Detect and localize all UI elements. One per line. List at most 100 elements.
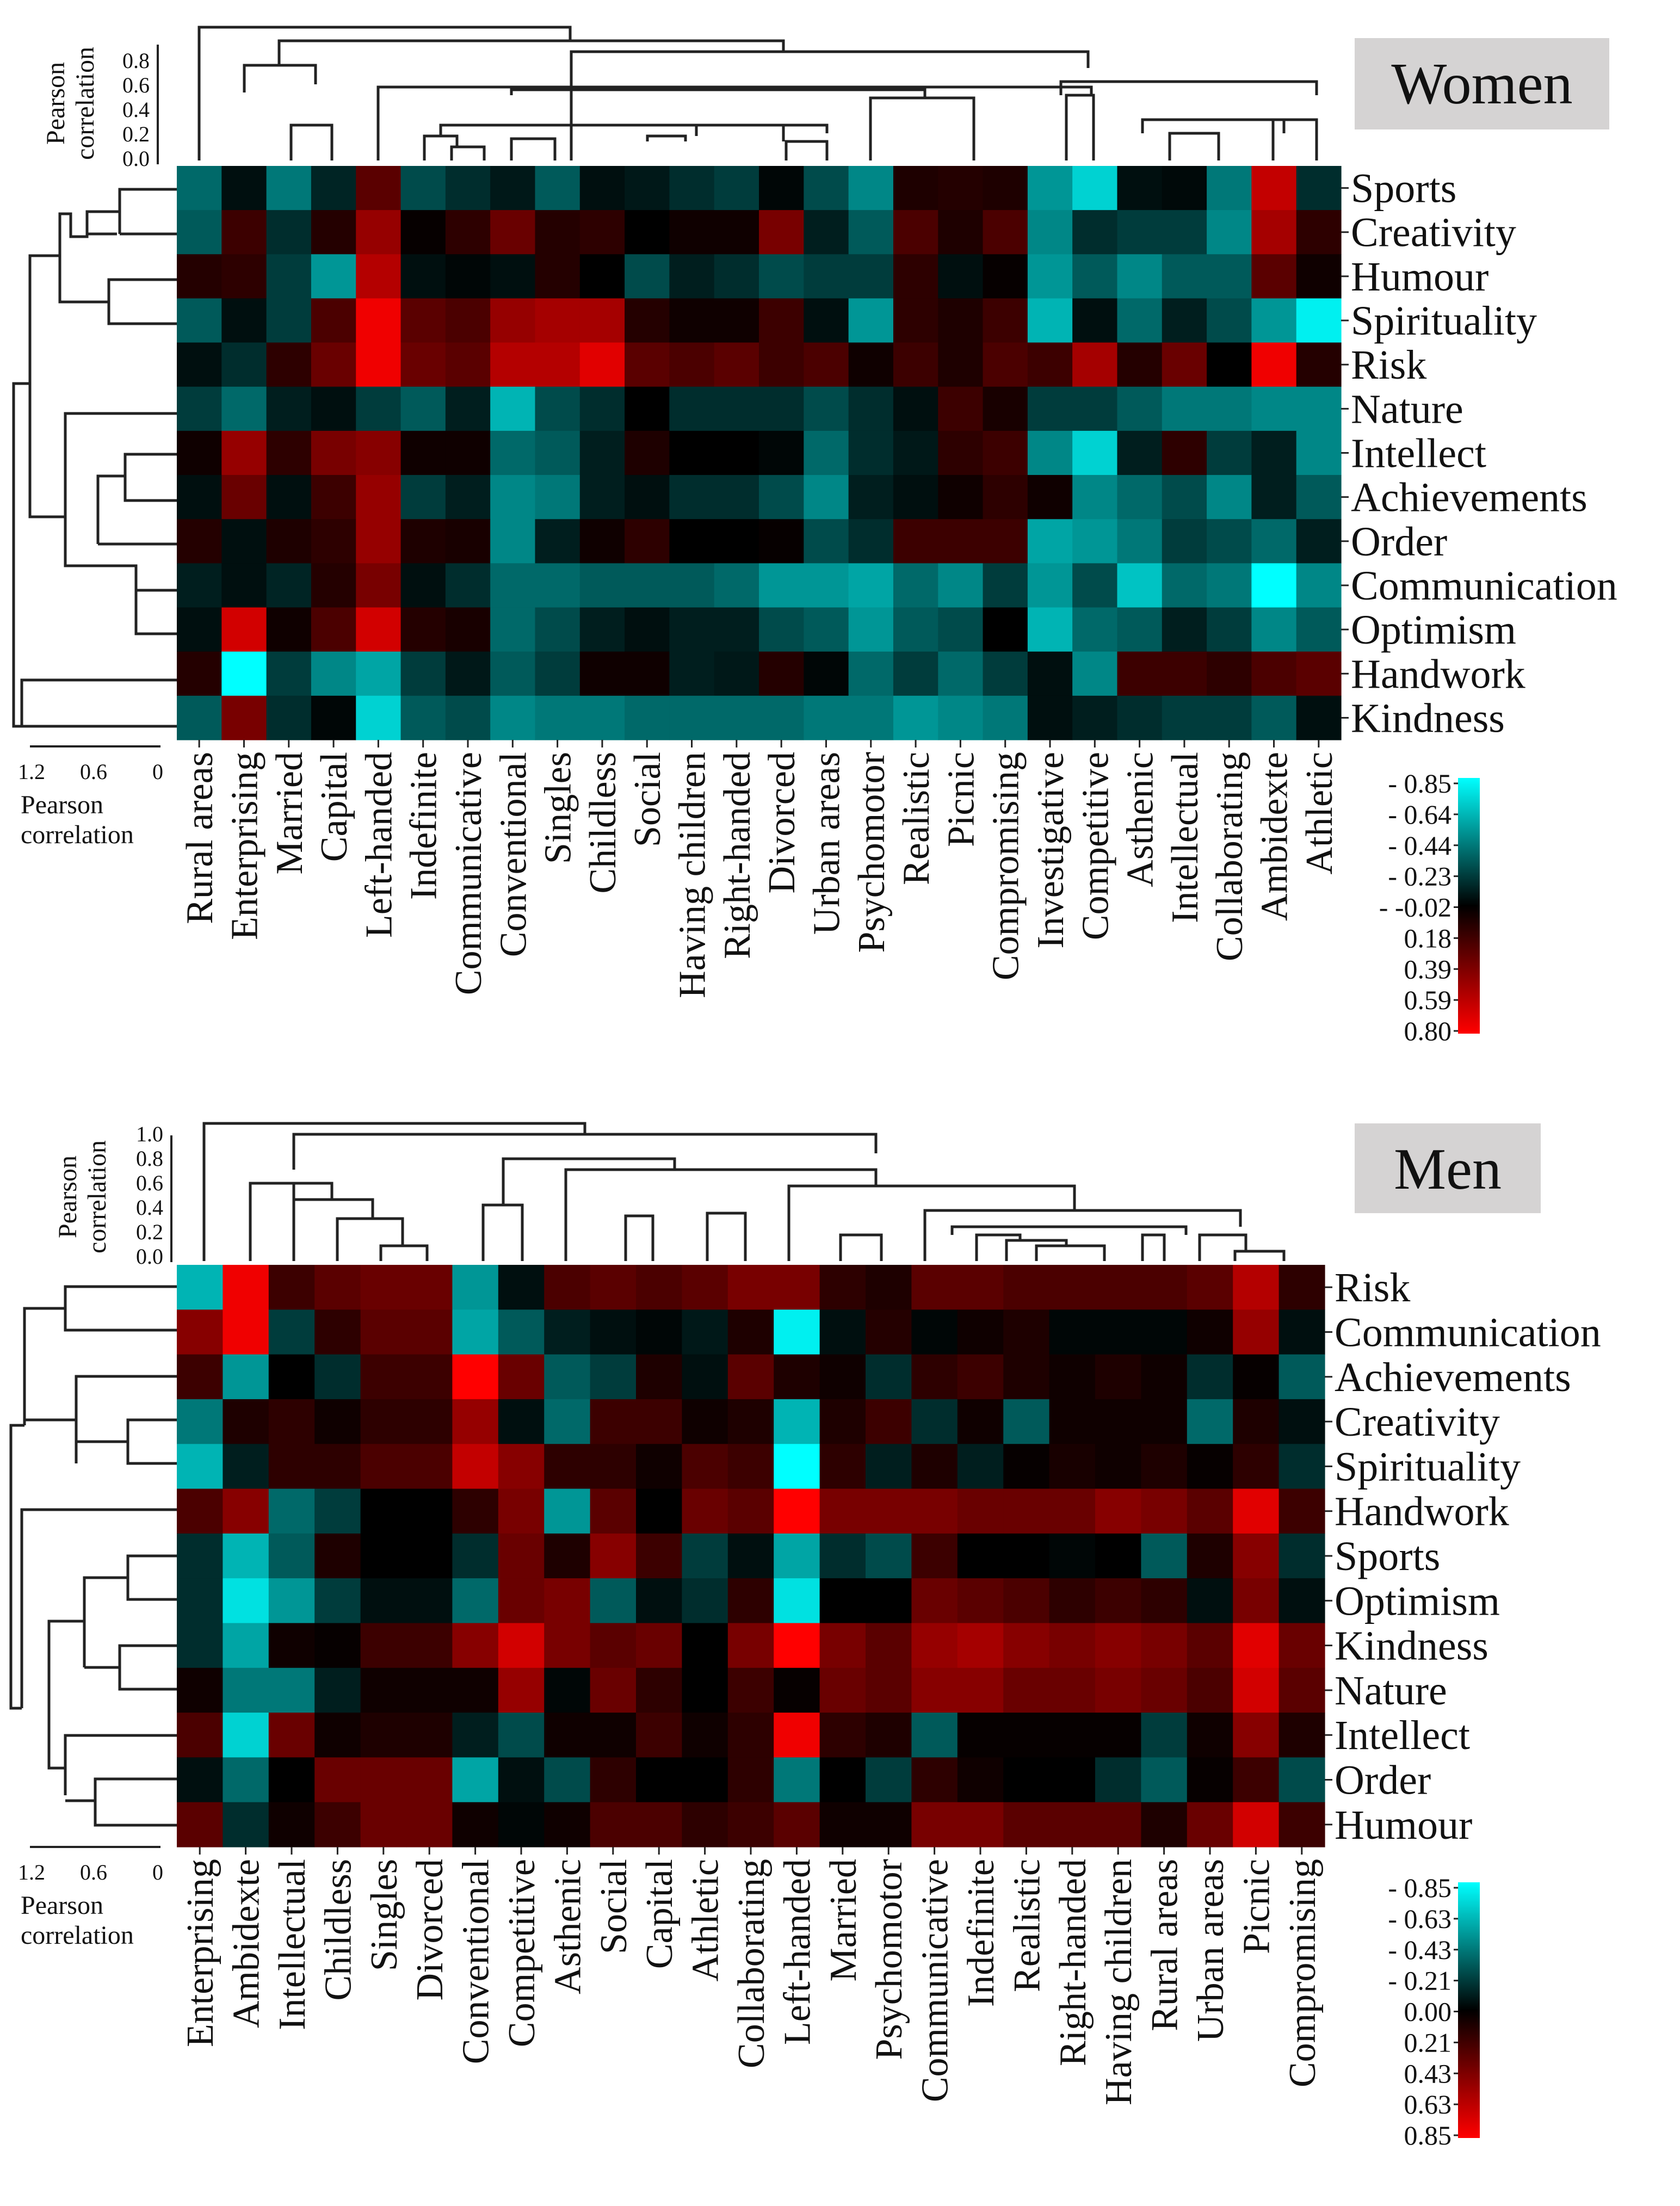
heatmap-cell [682,1578,728,1624]
heatmap-cell [682,1802,728,1847]
heatmap-cell [1162,166,1207,211]
heatmap-cell [1095,1309,1141,1355]
heatmap-cell [177,651,222,696]
heatmap-cell [1251,210,1297,255]
column-label: Enterprising [224,752,266,940]
colorbar-tick-label: - 0.85 [1388,1873,1452,1903]
heatmap-cell [1233,1667,1280,1713]
heatmap-cell [544,1488,591,1534]
heatmap-cell [1003,1802,1050,1847]
heatmap-cell [223,1533,269,1579]
heatmap-cell [983,695,1028,740]
heatmap-cell [774,1444,820,1490]
heatmap-cell [1207,298,1252,343]
heatmap-cell [1049,1488,1096,1534]
row-label: Humour [1351,254,1488,300]
heatmap-cell [400,519,446,564]
heatmap-cell [727,1578,774,1624]
heatmap-cell [268,1667,315,1713]
heatmap-cell [1233,1623,1280,1669]
heatmap-cell [1207,475,1252,520]
column-label: Married [823,1859,864,1981]
heatmap-cell [1027,254,1073,299]
heatmap-cell [356,386,402,431]
heatmap-cell [356,342,402,387]
heatmap-cell [223,1667,269,1713]
heatmap-cell [177,166,222,211]
heatmap-cell [938,563,984,608]
men-title-box [1355,1123,1541,1213]
row-label: Spirituality [1335,1444,1521,1490]
heatmap-cell [590,1399,637,1444]
heatmap-cell [579,607,625,652]
heatmap-cell [490,695,536,740]
heatmap-cell [452,1354,499,1400]
heatmap-cell [1162,386,1207,431]
heatmap-cell [535,254,580,299]
heatmap-cell [893,254,938,299]
heatmap-cell [866,1713,912,1758]
heatmap-cell [1072,607,1118,652]
column-label: Realistic [1006,1859,1048,1992]
heatmap-cell [714,519,759,564]
heatmap-cell [1141,1399,1188,1444]
heatmap-cell [911,1444,958,1490]
heatmap-cell [759,254,804,299]
heatmap-cell [848,519,894,564]
heatmap-cell [1187,1713,1233,1758]
heatmap-cell [1207,210,1252,255]
heatmap-cell [911,1488,958,1534]
heatmap-cell [727,1667,774,1713]
heatmap-cell [893,430,938,475]
heatmap-cell [356,430,402,475]
heatmap-cell [1187,1309,1233,1355]
heatmap-cell [1003,1444,1050,1490]
heatmap-cell [1278,1757,1325,1803]
heatmap-cell [957,1533,1004,1579]
heatmap-cell [938,210,984,255]
heatmap-cell [636,1757,682,1803]
heatmap-cell [311,386,356,431]
heatmap-cell [360,1265,407,1310]
heatmap-cell [893,651,938,696]
heatmap-cell [311,695,356,740]
heatmap-cell [360,1354,407,1400]
heatmap-cell [268,1488,315,1534]
heatmap-cell [311,475,356,520]
heatmap-cell [1233,1802,1280,1847]
heatmap-cell [1251,342,1297,387]
column-label: Communicative [915,1859,956,2102]
heatmap-cell [1296,607,1342,652]
heatmap-cell [314,1667,361,1713]
heatmap-cell [452,1309,499,1355]
colorbar-tick-label: 0.59 [1404,985,1452,1015]
heatmap-cell [714,166,759,211]
column-label: Investigative [1030,752,1072,949]
men-col-axis-tick: 1.0 [136,1122,163,1146]
heatmap-cell [1117,651,1163,696]
heatmap-cell [1207,386,1252,431]
men-panel: Men 1.0 0. [9,1122,1601,2151]
heatmap-cell [266,254,312,299]
heatmap-cell [1003,1399,1050,1444]
heatmap-cell [1296,166,1342,211]
heatmap-cell [1162,210,1207,255]
heatmap-cell [1251,607,1297,652]
heatmap-cell [1095,1533,1141,1579]
heatmap-cell [911,1533,958,1579]
heatmap-cell [223,1757,269,1803]
column-label: Collaborating [731,1859,773,2068]
heatmap-cell [1187,1444,1233,1490]
column-label: Childless [582,752,624,894]
heatmap-cell [535,342,580,387]
column-label: Social [593,1859,635,1954]
heatmap-cell [177,1533,223,1579]
heatmap-cell [221,386,267,431]
heatmap-cell [1187,1399,1233,1444]
heatmap-cell [957,1667,1004,1713]
heatmap-cell [1278,1623,1325,1669]
women-row-axis-tick: 0.6 [80,759,107,784]
heatmap-cell [535,166,580,211]
heatmap-cell [1049,1667,1096,1713]
